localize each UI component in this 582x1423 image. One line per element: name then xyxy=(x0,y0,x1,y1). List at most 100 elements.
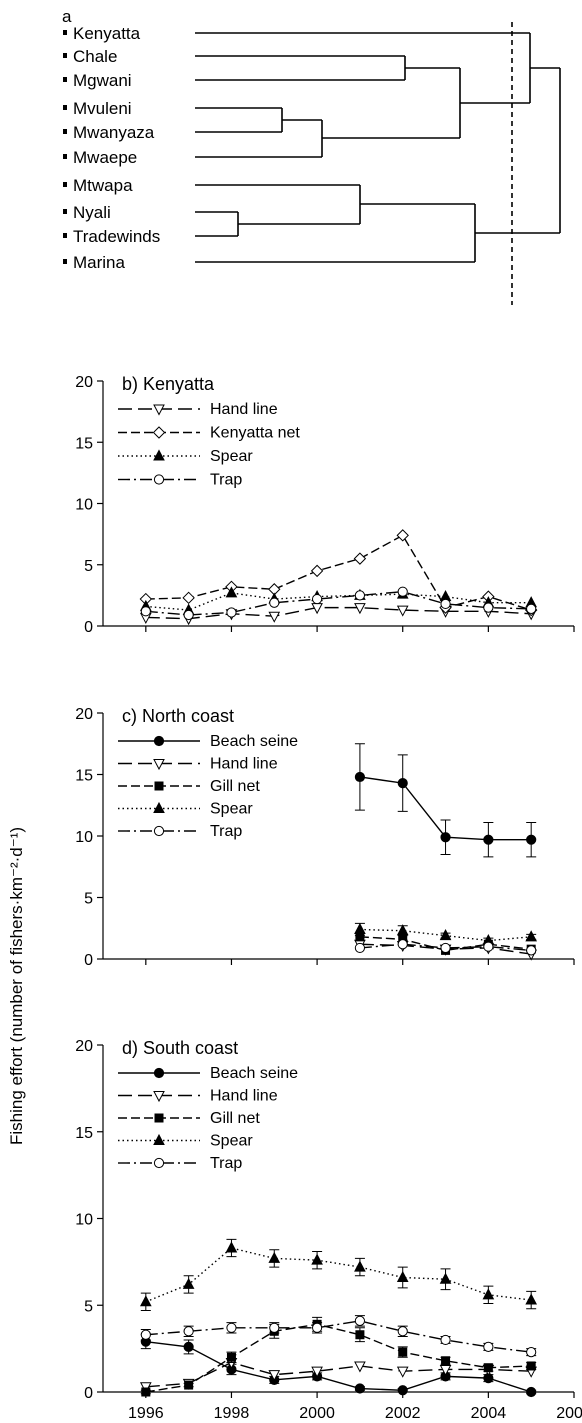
series-line xyxy=(145,1361,532,1388)
y-tick-label: 20 xyxy=(75,1038,93,1055)
data-point xyxy=(183,609,194,621)
legend-item-hand-line: Hand line xyxy=(118,756,278,773)
legend-marker xyxy=(153,735,165,747)
y-tick-label: 5 xyxy=(84,558,93,575)
x-tick-label: 1998 xyxy=(214,1405,250,1422)
data-point xyxy=(225,1241,238,1253)
legend-item-spear: Spear xyxy=(118,801,253,818)
data-point xyxy=(396,924,409,936)
legend-marker xyxy=(153,404,165,416)
y-tick-label: 0 xyxy=(84,619,93,636)
legend-marker xyxy=(153,801,165,813)
legend-marker xyxy=(153,825,165,837)
series-kenyatta-net xyxy=(139,529,538,617)
x-tick-label: 2000 xyxy=(299,1405,335,1422)
data-point xyxy=(354,771,366,783)
data-point xyxy=(439,1364,452,1377)
series-trap xyxy=(140,1315,537,1358)
data-point xyxy=(396,529,409,542)
legend-label: Gill net xyxy=(210,778,260,795)
legend-label: Trap xyxy=(210,823,242,840)
data-point xyxy=(353,552,367,565)
data-point xyxy=(526,945,537,956)
legend-item-spear: Spear xyxy=(118,1133,253,1150)
legend-item-beach-seine: Beach seine xyxy=(118,1065,298,1082)
y-tick-label: 15 xyxy=(75,1125,93,1142)
site-bullet xyxy=(63,182,67,187)
panel-d-chart: 0 5 10 15 20 1996 1998 2000 2002 2004 2006 d) South… xyxy=(75,1038,582,1422)
legend-item-trap: Trap xyxy=(118,823,242,840)
data-point xyxy=(269,1322,280,1333)
data-point xyxy=(396,605,409,617)
data-point xyxy=(182,591,195,605)
data-point xyxy=(440,942,451,954)
site-label-mwanyaza: Mwanyaza xyxy=(73,123,155,142)
data-point xyxy=(397,586,408,597)
join-south-group xyxy=(474,204,560,262)
data-point xyxy=(268,1251,281,1263)
site-bullet xyxy=(63,233,67,238)
legend-marker xyxy=(153,1067,165,1079)
series-line xyxy=(359,936,532,952)
series-line xyxy=(145,1247,532,1303)
data-point xyxy=(268,1370,281,1382)
series-line xyxy=(145,1340,532,1393)
data-point xyxy=(440,1334,451,1346)
series-beach-seine xyxy=(354,743,537,858)
legend-label: Spear xyxy=(210,1133,253,1150)
data-point xyxy=(397,1326,408,1337)
data-point xyxy=(226,1322,237,1333)
data-point xyxy=(311,1253,323,1265)
x-tick-label: 1996 xyxy=(128,1405,164,1422)
legend-label: Gill net xyxy=(210,1110,260,1127)
site-bullet xyxy=(63,209,67,214)
series-line xyxy=(145,1320,532,1353)
legend-label: Hand line xyxy=(210,1088,278,1105)
panel-c-chart: 0 5 10 15 20 c) North coast Beach seine Hand li… xyxy=(75,706,575,969)
legend-label: Spear xyxy=(210,801,253,818)
data-point xyxy=(397,778,408,789)
data-point xyxy=(525,930,538,942)
legend-item-gill-net: Gill net xyxy=(118,778,260,795)
x-tick-label: 2002 xyxy=(385,1405,421,1422)
series-trap xyxy=(354,939,537,956)
series-line xyxy=(359,943,532,952)
data-point xyxy=(183,1341,194,1352)
y-tick-label: 10 xyxy=(75,497,93,514)
site-bullet xyxy=(63,77,67,82)
series-trap xyxy=(140,586,537,621)
site-label-chale: Chale xyxy=(73,47,117,66)
legend-marker xyxy=(154,1113,164,1123)
data-point xyxy=(183,1326,194,1337)
legend-marker xyxy=(153,1157,165,1169)
legend-marker xyxy=(153,449,165,461)
panel-title: c) North coast xyxy=(122,706,234,726)
y-tick-label: 20 xyxy=(75,706,93,723)
site-bullet xyxy=(63,30,67,35)
panel-title: d) South coast xyxy=(122,1038,238,1058)
data-point xyxy=(139,1295,152,1307)
data-point xyxy=(354,942,366,954)
join-group-1 xyxy=(459,68,530,138)
legend-item-gill-net: Gill net xyxy=(118,1110,260,1127)
data-point xyxy=(525,1293,538,1305)
data-point xyxy=(311,1366,323,1378)
legend-marker xyxy=(154,781,164,791)
data-point xyxy=(226,607,237,618)
x-tick-label: 2004 xyxy=(471,1405,507,1422)
join-mtwapa xyxy=(359,185,475,224)
site-label-mgwani: Mgwani xyxy=(73,71,132,90)
data-point xyxy=(440,598,451,610)
legend-item-hand-line: Hand line xyxy=(118,1088,278,1105)
data-point xyxy=(526,1346,537,1358)
series-spear xyxy=(139,586,538,615)
legend-marker xyxy=(153,474,165,485)
data-point xyxy=(354,1383,366,1394)
join-kenyatta-group xyxy=(529,33,560,103)
legend-label: Kenyatta net xyxy=(210,425,300,442)
data-point xyxy=(483,1363,493,1373)
data-point xyxy=(396,1366,409,1378)
panel-b-chart: 0 5 10 15 20 b) Kenyatta Hand line Kenyatta net… xyxy=(75,374,575,636)
y-tick-label: 0 xyxy=(84,952,93,969)
